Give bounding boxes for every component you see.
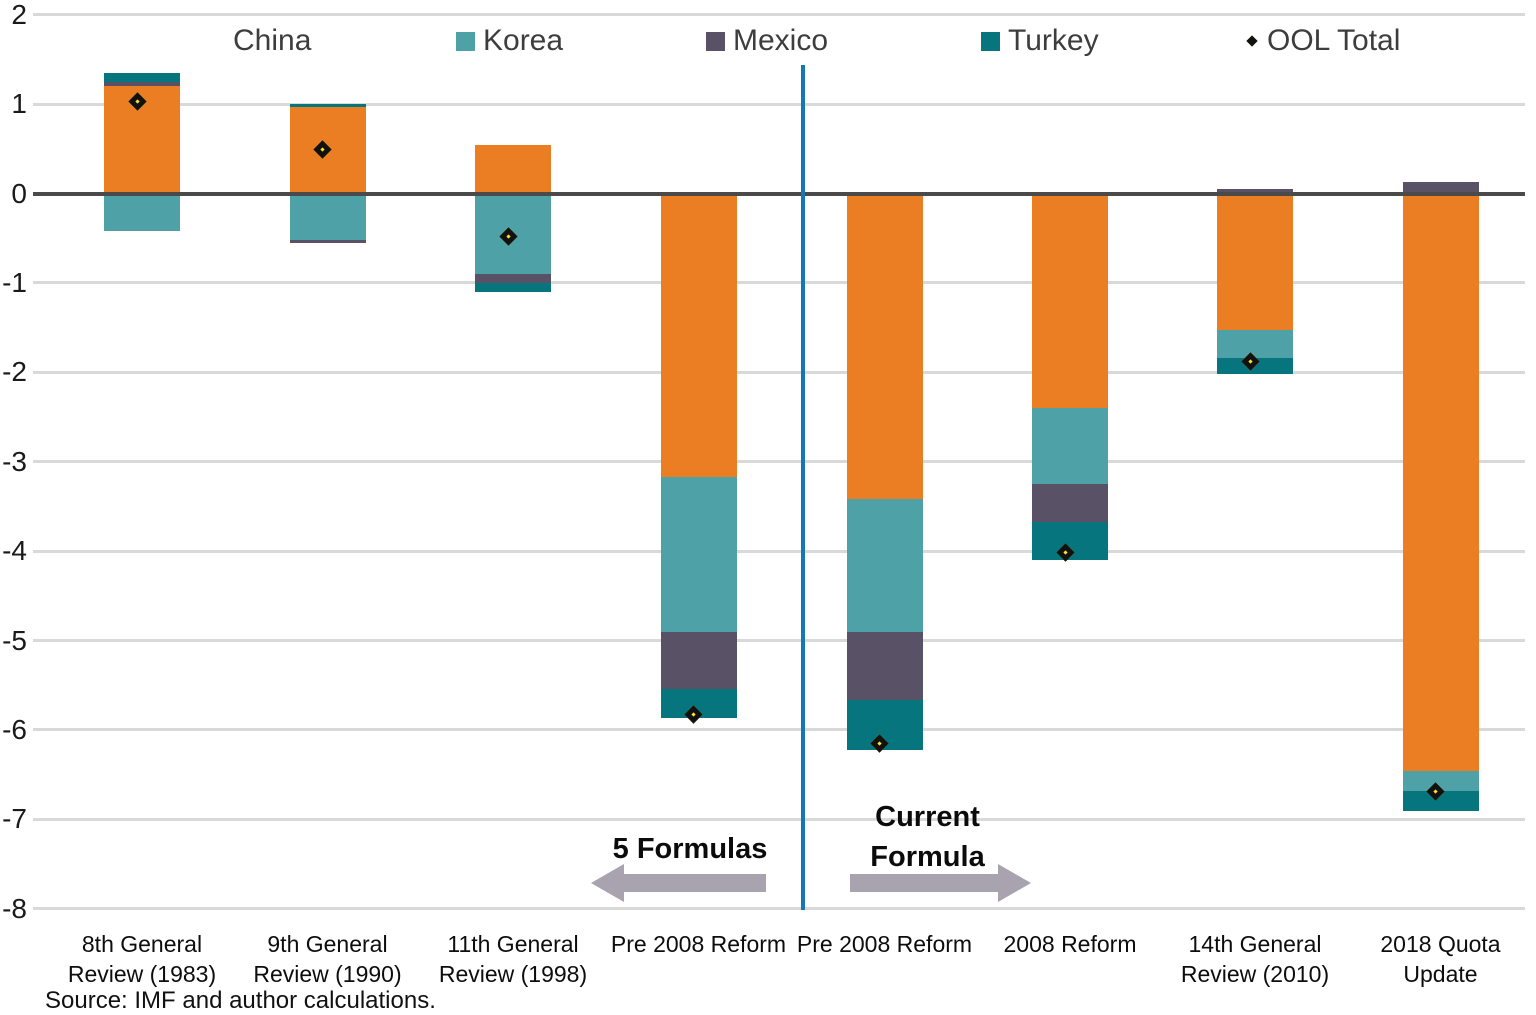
gridline-y--7 — [33, 817, 1525, 821]
bar-segment-mexico — [1217, 189, 1293, 194]
bar-segment-mexico — [846, 632, 923, 701]
x-axis-category-label: 2018 Quota Update — [1380, 931, 1501, 987]
gridline-y--5 — [33, 639, 1525, 642]
mexico-legend-swatch — [706, 31, 725, 51]
legend-item-ool-total: OOL Total — [1244, 24, 1400, 58]
korea-legend-swatch — [456, 31, 475, 51]
left-arrow-icon — [591, 864, 624, 902]
gridline-y--1 — [33, 281, 1525, 285]
legend-item-china: China — [233, 24, 311, 58]
y-axis-tick-label: -1 — [2, 266, 27, 298]
bar-segment-turkey — [475, 282, 551, 292]
gridline-y-2 — [33, 13, 1525, 17]
legend-item-korea: Korea — [456, 24, 563, 58]
x-axis-category-label: 2008 Reform — [1003, 931, 1137, 957]
bar-segment-mexico — [475, 273, 551, 283]
x-axis-category-label: Pre 2008 Reform — [610, 931, 787, 957]
current-formula-label-line2: Formula — [870, 841, 985, 873]
source-note: Source: IMF and author calculations. — [45, 987, 436, 1014]
y-axis-tick-label: -8 — [2, 892, 27, 924]
x-axis-category-label: 11th General Review (1998) — [438, 931, 588, 987]
x-axis-category-label: 8th General Review (1983) — [67, 931, 217, 987]
bar-segment-china — [1032, 193, 1108, 409]
bar-segment-turkey — [289, 104, 366, 107]
gridline-y--6 — [33, 728, 1525, 732]
zero-axis-line — [33, 191, 1525, 196]
legend-label: Mexico — [733, 24, 829, 57]
bar-segment-turkey — [104, 72, 180, 82]
bar-segment-china — [660, 193, 737, 477]
bar-segment-korea — [1402, 771, 1479, 791]
gridline-y--4 — [33, 549, 1525, 553]
x-axis-category-label: 9th General Review (1990) — [253, 931, 402, 987]
y-axis-tick-label: 1 — [11, 88, 27, 120]
formula-divider-line — [801, 65, 805, 910]
gridline-y-1 — [33, 102, 1525, 106]
bar-segment-mexico — [1032, 484, 1108, 522]
bar-segment-korea — [1217, 330, 1293, 358]
y-axis-tick-label: -7 — [2, 803, 27, 835]
bar-segment-china — [846, 193, 923, 500]
y-axis-tick-label: -5 — [2, 624, 27, 656]
bar-segment-korea — [1032, 408, 1108, 485]
legend-label: OOL Total — [1267, 24, 1401, 57]
y-axis-tick-label: 2 — [11, 0, 27, 30]
ool-total-legend-diamond-icon — [1246, 35, 1258, 47]
left-arrow-shaft — [623, 874, 766, 892]
bar-segment-korea — [846, 499, 923, 633]
bar-segment-mexico — [1402, 181, 1479, 194]
legend-label: China — [233, 24, 312, 57]
gridline-y--2 — [33, 370, 1525, 374]
legend-item-turkey: Turkey — [981, 24, 1099, 58]
y-axis-tick-label: -6 — [2, 713, 27, 745]
legend-label: Turkey — [1008, 24, 1099, 57]
bar-segment-korea — [289, 193, 366, 240]
bar-segment-turkey — [1402, 790, 1479, 812]
bar-segment-china — [1217, 193, 1293, 331]
legend-item-mexico: Mexico — [706, 24, 828, 58]
bar-segment-korea — [104, 193, 180, 232]
gridline-y--8 — [33, 907, 1525, 911]
y-axis-tick-label: -3 — [2, 445, 27, 477]
bar-segment-china — [475, 145, 551, 194]
x-axis-category-label: Pre 2008 Reform — [796, 931, 973, 957]
bar-segment-korea — [660, 476, 737, 633]
bar-segment-mexico — [660, 632, 737, 689]
x-axis-category-label: 14th General Review (2010) — [1180, 931, 1330, 987]
bar-segment-china — [1402, 193, 1479, 772]
y-axis-tick-label: 0 — [11, 177, 27, 209]
y-axis-tick-label: -2 — [2, 356, 27, 388]
right-arrow-shaft — [850, 874, 998, 892]
bar-segment-mexico — [289, 239, 366, 243]
current-formula-label-line1: Current — [875, 801, 980, 833]
bar-segment-mexico — [104, 81, 180, 87]
legend-label: Korea — [483, 24, 564, 57]
gridline-y--3 — [33, 460, 1525, 464]
turkey-legend-swatch — [981, 31, 1000, 51]
right-arrow-icon — [998, 864, 1031, 902]
five-formulas-label: 5 Formulas — [612, 833, 768, 865]
y-axis-tick-label: -4 — [2, 535, 27, 567]
